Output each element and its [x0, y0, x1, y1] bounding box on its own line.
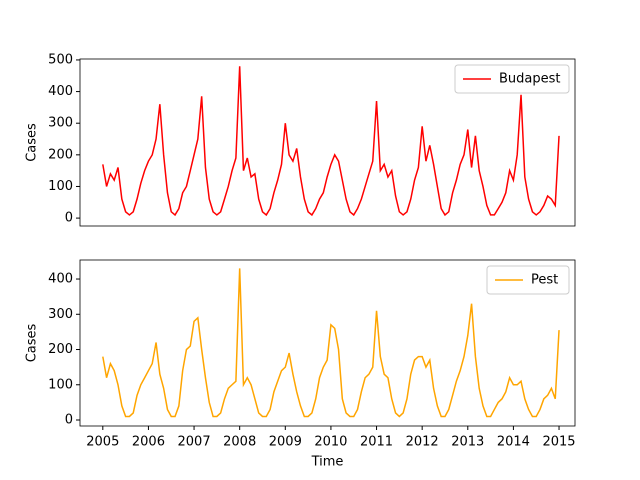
y-axis-label: Cases — [25, 123, 40, 162]
y-tick-label: 400 — [48, 272, 73, 287]
y-tick-label: 100 — [48, 377, 73, 392]
legend-label: Pest — [531, 273, 558, 288]
x-tick-label: 2008 — [223, 435, 256, 450]
y-tick-label: 500 — [48, 52, 73, 67]
x-tick-label: 2009 — [269, 435, 302, 450]
data-line — [102, 66, 560, 217]
x-tick-label: 2005 — [86, 435, 119, 450]
x-tick-label: 2007 — [178, 435, 211, 450]
y-tick-label: 400 — [48, 84, 73, 99]
x-axis-label: Time — [311, 455, 344, 470]
y-axis-label: Cases — [25, 323, 40, 362]
x-tick-label: 2013 — [451, 435, 484, 450]
y-tick-label: 0 — [65, 211, 73, 226]
legend-label: Budapest — [499, 72, 561, 87]
x-tick-label: 2015 — [542, 435, 575, 450]
y-tick-label: 300 — [48, 116, 73, 131]
x-tick-label: 2014 — [497, 435, 530, 450]
y-tick-label: 300 — [48, 307, 73, 322]
y-tick-label: 200 — [48, 147, 73, 162]
x-tick-label: 2010 — [314, 435, 347, 450]
plot-frame — [79, 58, 576, 227]
y-tick-label: 200 — [48, 342, 73, 357]
y-tick-label: 0 — [65, 413, 73, 428]
legend-box — [454, 64, 570, 94]
x-tick-label: 2011 — [360, 435, 393, 450]
legend-box — [486, 265, 570, 295]
data-line — [102, 268, 560, 418]
plot-frame — [79, 259, 576, 427]
y-tick-label: 100 — [48, 179, 73, 194]
x-tick-label: 2012 — [406, 435, 439, 450]
x-tick-label: 2006 — [132, 435, 165, 450]
